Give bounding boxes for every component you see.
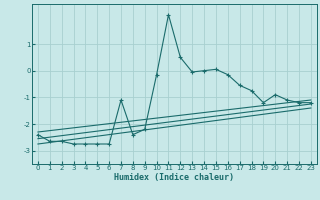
X-axis label: Humidex (Indice chaleur): Humidex (Indice chaleur) [115, 173, 234, 182]
